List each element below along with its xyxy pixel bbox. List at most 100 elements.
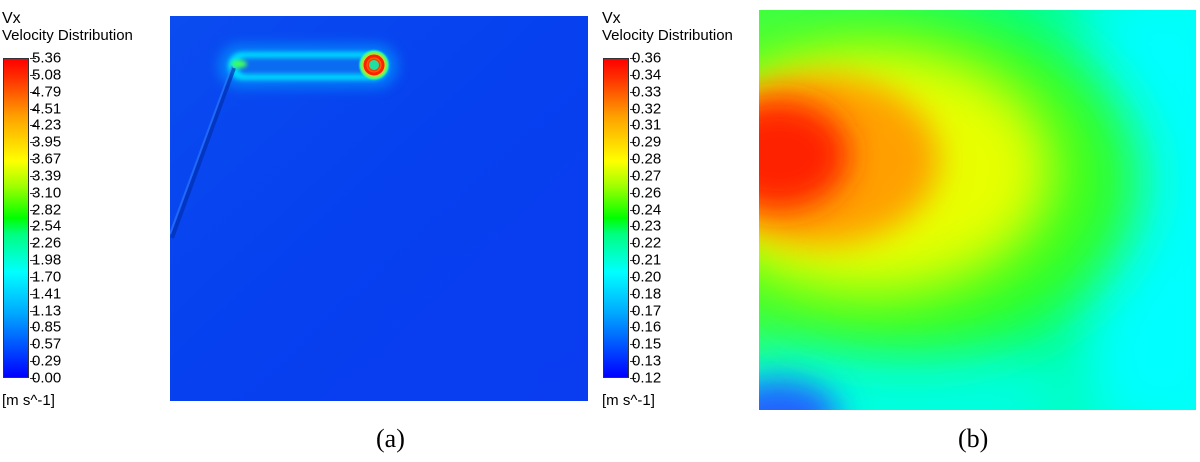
plot-b-red-core (759, 100, 849, 210)
legend-a-label: Velocity Distribution (2, 27, 133, 44)
legend-b-title: Vx Velocity Distribution (602, 10, 733, 44)
legend-b-tick-mark (630, 293, 636, 295)
legend-a-tick-label: 3.10 (32, 184, 62, 202)
plot-b-bottom-cyan (759, 330, 1079, 410)
legend-b-tick-mark (630, 327, 636, 329)
legend-a-tick-label: 1.41 (32, 285, 62, 303)
legend-b-unit: [m s^-1] (602, 392, 655, 409)
legend-a-tick-mark (30, 260, 36, 262)
legend-a-tick-label: 0.29 (32, 352, 62, 370)
legend-a-tick-label: 0.00 (32, 369, 62, 387)
legend-b-tick-mark (630, 260, 636, 262)
legend-a-tick-mark (30, 175, 36, 177)
legend-a-ticks: 5.36 5.08 4.79 4.51 4.23 3.95 3.67 3.39 3.10 2.82… (30, 51, 90, 386)
legend-a-tick-label: 2.82 (32, 201, 62, 219)
plot-a-svg (170, 16, 588, 401)
legend-a-colorbar (3, 58, 29, 378)
legend-b-tick-label: 0.15 (632, 335, 662, 353)
legend-b-symbol: Vx (602, 10, 621, 27)
legend-b-tick-mark (630, 58, 636, 59)
legend-a-tick-mark (30, 209, 36, 211)
legend-a-tick-label: 3.95 (32, 133, 62, 151)
legend-b-tick-label: 0.20 (632, 268, 662, 286)
plot-a-hotspot-ring (363, 54, 385, 76)
plot-a-velocity-field (170, 16, 588, 401)
plot-a-inlet-spot (231, 60, 247, 68)
caption-a: (a) (376, 424, 405, 453)
legend-a-tick-label: 5.36 (32, 49, 62, 67)
plot-a-jet-inner (238, 58, 378, 74)
legend-a-tick-mark (30, 125, 36, 127)
legend-a-tick-mark (30, 378, 36, 379)
legend-b-colorbar (603, 58, 629, 378)
legend-a-tick-mark (30, 91, 36, 93)
legend-a-tick-label: 4.79 (32, 83, 62, 101)
legend-b-tick-mark (630, 192, 636, 194)
legend-a-tick-label: 0.85 (32, 318, 62, 336)
legend-a-tick-mark (30, 344, 36, 346)
legend-a-tick-label: 2.54 (32, 217, 62, 235)
legend-a-tick-label: 3.67 (32, 150, 62, 168)
legend-b-tick-mark (630, 378, 636, 379)
legend-b-tick-label: 0.17 (632, 302, 662, 320)
legend-b-tick-label: 0.24 (632, 201, 662, 219)
legend-b-tick-mark (630, 108, 636, 110)
legend-b-label: Velocity Distribution (602, 27, 733, 44)
legend-b-tick-label: 0.32 (632, 100, 662, 118)
legend-b-tick-mark (630, 74, 636, 76)
legend-b-tick-label: 0.18 (632, 285, 662, 303)
legend-b-tick-label: 0.31 (632, 116, 662, 134)
legend-b-tick-mark (630, 125, 636, 127)
legend-a-symbol: Vx (2, 10, 21, 27)
legend-a-title: Vx Velocity Distribution (2, 10, 133, 44)
plot-b-velocity-field (759, 10, 1196, 410)
plot-a-diagonal-streak (170, 67, 236, 239)
legend-b-tick-label: 0.27 (632, 167, 662, 185)
legend-a-tick-mark (30, 327, 36, 329)
legend-a-tick-mark (30, 276, 36, 278)
legend-a-tick-mark (30, 361, 36, 363)
legend-a-tick-label: 1.13 (32, 302, 62, 320)
legend-b-tick-label: 0.33 (632, 83, 662, 101)
legend-a-tick-mark (30, 310, 36, 312)
legend-a-tick-mark (30, 74, 36, 76)
legend-b-tick-label: 0.36 (632, 49, 662, 67)
legend-b-tick-mark (630, 159, 636, 161)
legend-a-tick-mark (30, 58, 36, 59)
legend-b-tick-label: 0.28 (632, 150, 662, 168)
legend-b-tick-label: 0.22 (632, 234, 662, 252)
legend-a-tick-label: 0.57 (32, 335, 62, 353)
legend-b-tick-label: 0.29 (632, 133, 662, 151)
legend-b-tick-mark (630, 142, 636, 144)
legend-a-tick-label: 4.51 (32, 100, 62, 118)
legend-b-tick-label: 0.16 (632, 318, 662, 336)
legend-a-tick-mark (30, 226, 36, 228)
legend-b-tick-mark (630, 243, 636, 245)
legend-a-tick-mark (30, 243, 36, 245)
legend-a-tick-mark (30, 108, 36, 110)
legend-b-tick-label: 0.23 (632, 217, 662, 235)
legend-a-unit: [m s^-1] (2, 392, 55, 409)
legend-a-tick-mark (30, 192, 36, 194)
legend-b-tick-mark (630, 344, 636, 346)
plot-a-hotspot-core (369, 60, 379, 70)
legend-b-tick-label: 0.12 (632, 369, 662, 387)
legend-a-tick-mark (30, 142, 36, 144)
legend-b-tick-mark (630, 91, 636, 93)
legend-a-tick-label: 3.39 (32, 167, 62, 185)
legend-a-tick-label: 5.08 (32, 66, 62, 84)
plot-b-bottom-blue (759, 380, 839, 410)
legend-a-tick-mark (30, 159, 36, 161)
legend-b-tick-mark (630, 226, 636, 228)
plot-b-svg (759, 10, 1196, 410)
legend-a-tick-label: 1.70 (32, 268, 62, 286)
legend-a-tick-label: 4.23 (32, 116, 62, 134)
legend-b-tick-label: 0.13 (632, 352, 662, 370)
legend-b-ticks: 0.36 0.34 0.33 0.32 0.31 0.29 0.28 0.27 0.26 0.24… (630, 51, 690, 386)
legend-b-tick-label: 0.26 (632, 184, 662, 202)
legend-a-tick-label: 2.26 (32, 234, 62, 252)
legend-b-tick-mark (630, 361, 636, 363)
caption-b: (b) (958, 424, 989, 453)
legend-b-tick-mark (630, 209, 636, 211)
legend-b-tick-mark (630, 310, 636, 312)
